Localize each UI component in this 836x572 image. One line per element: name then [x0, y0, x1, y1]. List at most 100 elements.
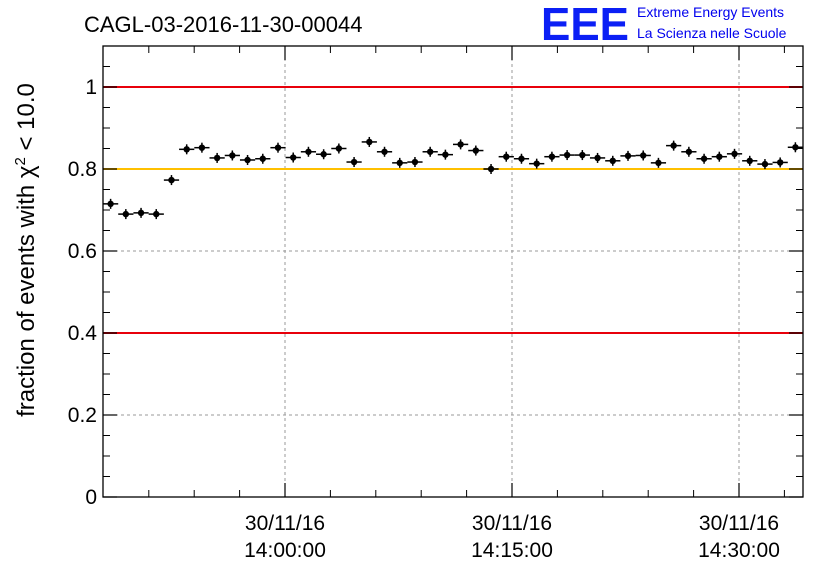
data-marker [305, 148, 312, 155]
data-point [605, 155, 621, 166]
data-point [422, 146, 438, 157]
y-tick-label: 0.8 [68, 158, 97, 181]
data-marker [579, 151, 586, 159]
data-point [650, 157, 667, 168]
data-point [635, 150, 651, 161]
y-axis-label-sup: 2 [12, 157, 29, 165]
x-tick-label-date: 30/11/16 [245, 512, 325, 535]
data-marker [487, 165, 495, 173]
y-tick-label: 0 [85, 486, 97, 509]
data-marker [731, 150, 738, 158]
data-marker [107, 200, 114, 208]
data-marker [792, 144, 799, 151]
data-point [331, 143, 347, 154]
data-marker [411, 158, 419, 166]
x-tick-label-date: 30/11/16 [472, 512, 552, 535]
y-axis-label: fraction of events with χ2 < 10.0 [12, 83, 40, 417]
data-point [681, 146, 697, 157]
data-point [270, 142, 286, 153]
data-marker [685, 148, 693, 155]
data-marker [776, 159, 784, 166]
eee-logo: EEE Extreme Energy Events La Scienza nel… [541, 0, 787, 50]
data-marker [168, 176, 175, 184]
data-point [620, 150, 636, 161]
logo-mark: EEE [541, 0, 629, 50]
grid [103, 46, 803, 497]
data-point [483, 164, 499, 174]
data-point [772, 157, 788, 168]
chart-title: CAGL-03-2016-11-30-00044 [84, 12, 362, 37]
data-point [148, 209, 164, 220]
x-tick-label-time: 14:15:00 [471, 539, 553, 562]
data-point [666, 140, 682, 151]
data-marker [153, 210, 160, 218]
data-point [209, 152, 225, 163]
y-axis-ticks: 0 0.2 0.4 0.6 0.8 1 [68, 66, 803, 509]
x-tick-label-time: 14:00:00 [244, 539, 326, 562]
data-point [361, 136, 377, 147]
data-point [194, 142, 210, 153]
plot-frame [102, 45, 804, 498]
reference-lines [103, 86, 803, 334]
data-marker [472, 147, 480, 154]
data-point [407, 157, 423, 168]
data-point [468, 145, 484, 156]
data-point [559, 150, 575, 161]
data-marker [700, 155, 708, 162]
data-marker [229, 152, 236, 159]
x-tick-label-time: 14:30:00 [698, 539, 780, 562]
data-marker [548, 153, 556, 160]
data-marker [350, 158, 358, 166]
data-point [742, 155, 758, 166]
logo-line-1: Extreme Energy Events [637, 4, 784, 20]
data-marker [137, 209, 145, 217]
data-marker [746, 157, 753, 164]
data-point [163, 175, 180, 186]
data-point [392, 157, 408, 168]
data-point [133, 207, 149, 218]
data-point [544, 151, 560, 162]
data-marker [198, 144, 206, 151]
data-marker [183, 146, 190, 153]
data-marker [716, 153, 723, 160]
logo-line-2: La Scienza nelle Scuole [637, 25, 787, 41]
data-marker [442, 151, 449, 158]
data-marker [503, 153, 510, 160]
data-marker [518, 155, 525, 162]
data-point [376, 146, 393, 157]
data-point [179, 144, 195, 155]
y-tick-label: 0.4 [68, 322, 98, 345]
data-point [696, 153, 712, 164]
data-point [757, 159, 773, 170]
data-point [529, 158, 545, 169]
data-points [103, 136, 803, 220]
data-point [316, 149, 332, 160]
data-point [574, 150, 590, 161]
data-marker [426, 148, 434, 155]
data-marker [761, 160, 769, 168]
data-marker [396, 159, 403, 167]
data-point [346, 157, 362, 168]
x-axis-ticks: 30/11/16 14:00:00 30/11/16 14:15:00 30/11/16… [148, 46, 785, 562]
data-point [453, 139, 469, 150]
data-marker [594, 154, 601, 162]
data-marker [213, 154, 221, 162]
y-tick-label: 1 [85, 76, 97, 99]
data-marker [670, 142, 677, 149]
data-point [589, 152, 606, 163]
data-marker [533, 160, 540, 167]
data-marker [640, 152, 647, 159]
data-point [513, 153, 530, 164]
y-tick-label: 0.2 [68, 404, 97, 427]
data-marker [274, 144, 282, 151]
y-axis-label-prefix: fraction of events with [13, 178, 40, 417]
y-axis-label-chi: χ [13, 165, 40, 178]
y-axis-label-suffix: < 10.0 [13, 83, 40, 157]
data-marker [290, 154, 297, 161]
data-marker [335, 145, 343, 152]
data-marker [457, 141, 464, 148]
data-point [300, 146, 317, 157]
data-point [787, 142, 803, 153]
data-point [437, 149, 453, 160]
